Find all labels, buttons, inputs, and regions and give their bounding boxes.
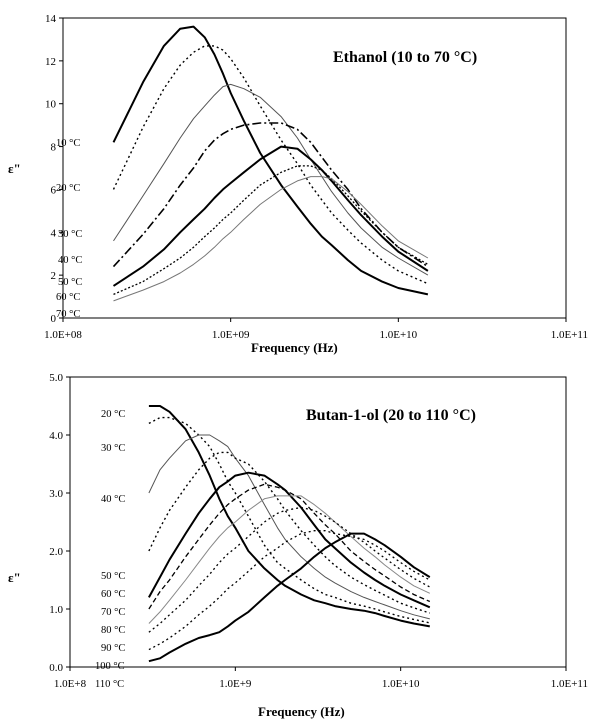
butanol-y-tick-label: 2.0 bbox=[49, 546, 63, 558]
ethanol-y-tick-label: 14 bbox=[45, 13, 57, 25]
butanol-label-80c: 80 °C bbox=[101, 625, 125, 636]
ethanol-y-tick-label: 6 bbox=[51, 184, 57, 196]
butanol-label-100c: 100 °C bbox=[95, 661, 125, 672]
butanol-y-tick-label: 0.0 bbox=[49, 662, 63, 674]
butanol-x-tick-label: 1.0E+10 bbox=[382, 678, 420, 690]
ethanol-series-line-4 bbox=[112, 122, 429, 268]
ethanol-x-tick-label: 1.0E+09 bbox=[212, 329, 250, 341]
butanol-label-90c: 90 °C bbox=[101, 643, 125, 654]
ethanol-label-60c: 60 °C bbox=[56, 292, 80, 303]
ethanol-chart: Ethanol (10 to 70 °C) ε" Frequency (Hz) … bbox=[8, 13, 588, 355]
butanol-y-tick-label: 3.0 bbox=[49, 488, 63, 500]
ethanol-series-line-6 bbox=[113, 165, 429, 295]
ethanol-y-ticks: 0 2 4 6 8 10 12 14 bbox=[45, 13, 63, 325]
butanol-series-line-6 bbox=[148, 483, 431, 610]
butanol-label-60c: 60 °C bbox=[101, 589, 125, 600]
ethanol-series-line-1 bbox=[112, 25, 429, 296]
butanol-label-70c: 70 °C bbox=[101, 607, 125, 618]
ethanol-label-20c: 20 °C bbox=[56, 183, 80, 194]
butanol-y-ticks: 0.0 1.0 2.0 3.0 4.0 5.0 bbox=[49, 372, 70, 674]
butanol-label-40c: 40 °C bbox=[101, 494, 125, 505]
butanol-x-tick-label: 1.0E+11 bbox=[551, 678, 588, 690]
butanol-series-line-9 bbox=[148, 530, 431, 651]
butanol-x-axis-label: Frequency (Hz) bbox=[258, 704, 345, 719]
ethanol-y-axis-label: ε" bbox=[8, 161, 21, 176]
ethanol-x-axis-label: Frequency (Hz) bbox=[251, 340, 338, 355]
butanol-series-line-10 bbox=[148, 532, 431, 663]
ethanol-label-40c: 40 °C bbox=[58, 255, 82, 266]
butanol-label-50c: 50 °C bbox=[101, 571, 125, 582]
butanol-series-line-3 bbox=[148, 434, 430, 620]
butanol-x-tick-label: 1.0E+8 bbox=[54, 678, 87, 690]
ethanol-y-tick-label: 8 bbox=[51, 142, 57, 154]
butanol-chart: Butan-1-ol (20 to 110 °C) ε" Frequency (… bbox=[8, 372, 588, 719]
butanol-series bbox=[148, 405, 431, 663]
ethanol-y-tick-label: 0 bbox=[51, 313, 57, 325]
butanol-plot-frame bbox=[69, 376, 567, 668]
butanol-chart-title: Butan-1-ol (20 to 110 °C) bbox=[306, 407, 476, 424]
ethanol-y-tick-label: 12 bbox=[45, 56, 56, 68]
butanol-x-tick-label: 1.0E+9 bbox=[219, 678, 252, 690]
ethanol-series-line-7 bbox=[113, 176, 429, 302]
butanol-series-line-5 bbox=[148, 471, 431, 609]
ethanol-x-tick-label: 1.0E+08 bbox=[44, 329, 82, 341]
butanol-y-tick-label: 4.0 bbox=[49, 430, 63, 442]
butanol-y-tick-label: 5.0 bbox=[49, 372, 63, 384]
butanol-label-110c: 110 °C bbox=[95, 679, 124, 690]
ethanol-y-tick-label: 4 bbox=[51, 227, 57, 239]
butanol-series-line-4 bbox=[148, 451, 431, 614]
ethanol-label-70c: 70 °C bbox=[56, 309, 80, 320]
butanol-x-ticks: 1.0E+8 1.0E+9 1.0E+10 1.0E+11 bbox=[54, 667, 588, 690]
butanol-y-axis-label: ε" bbox=[8, 570, 21, 585]
ethanol-label-10c: 10 °C bbox=[56, 138, 80, 149]
ethanol-plot-frame bbox=[62, 17, 567, 319]
ethanol-series bbox=[112, 25, 429, 302]
butanol-label-20c: 20 °C bbox=[101, 409, 125, 420]
ethanol-label-50c: 50 °C bbox=[58, 277, 82, 288]
ethanol-label-30c: 30 °C bbox=[58, 229, 82, 240]
ethanol-x-ticks: 1.0E+08 1.0E+09 1.0E+10 1.0E+11 bbox=[44, 318, 588, 341]
ethanol-series-line-5 bbox=[112, 145, 429, 287]
butanol-series-line-7 bbox=[148, 495, 431, 624]
ethanol-y-tick-label: 2 bbox=[51, 270, 57, 282]
ethanol-temperature-labels: 10 °C 20 °C 30 °C 40 °C 50 °C 60 °C 70 °… bbox=[56, 138, 82, 320]
ethanol-series-line-3 bbox=[113, 83, 429, 276]
butanol-y-tick-label: 1.0 bbox=[49, 604, 63, 616]
ethanol-chart-title: Ethanol (10 to 70 °C) bbox=[333, 49, 477, 66]
ethanol-y-tick-label: 10 bbox=[45, 99, 57, 111]
butanol-label-30c: 30 °C bbox=[101, 443, 125, 454]
ethanol-x-tick-label: 1.0E+11 bbox=[551, 329, 588, 341]
butanol-temperature-labels: 20 °C 30 °C 40 °C 50 °C 60 °C 70 °C 80 °… bbox=[95, 409, 125, 690]
ethanol-series-line-2 bbox=[112, 45, 429, 285]
butanol-series-line-2 bbox=[148, 416, 430, 624]
ethanol-x-tick-label: 1.0E+10 bbox=[379, 329, 417, 341]
